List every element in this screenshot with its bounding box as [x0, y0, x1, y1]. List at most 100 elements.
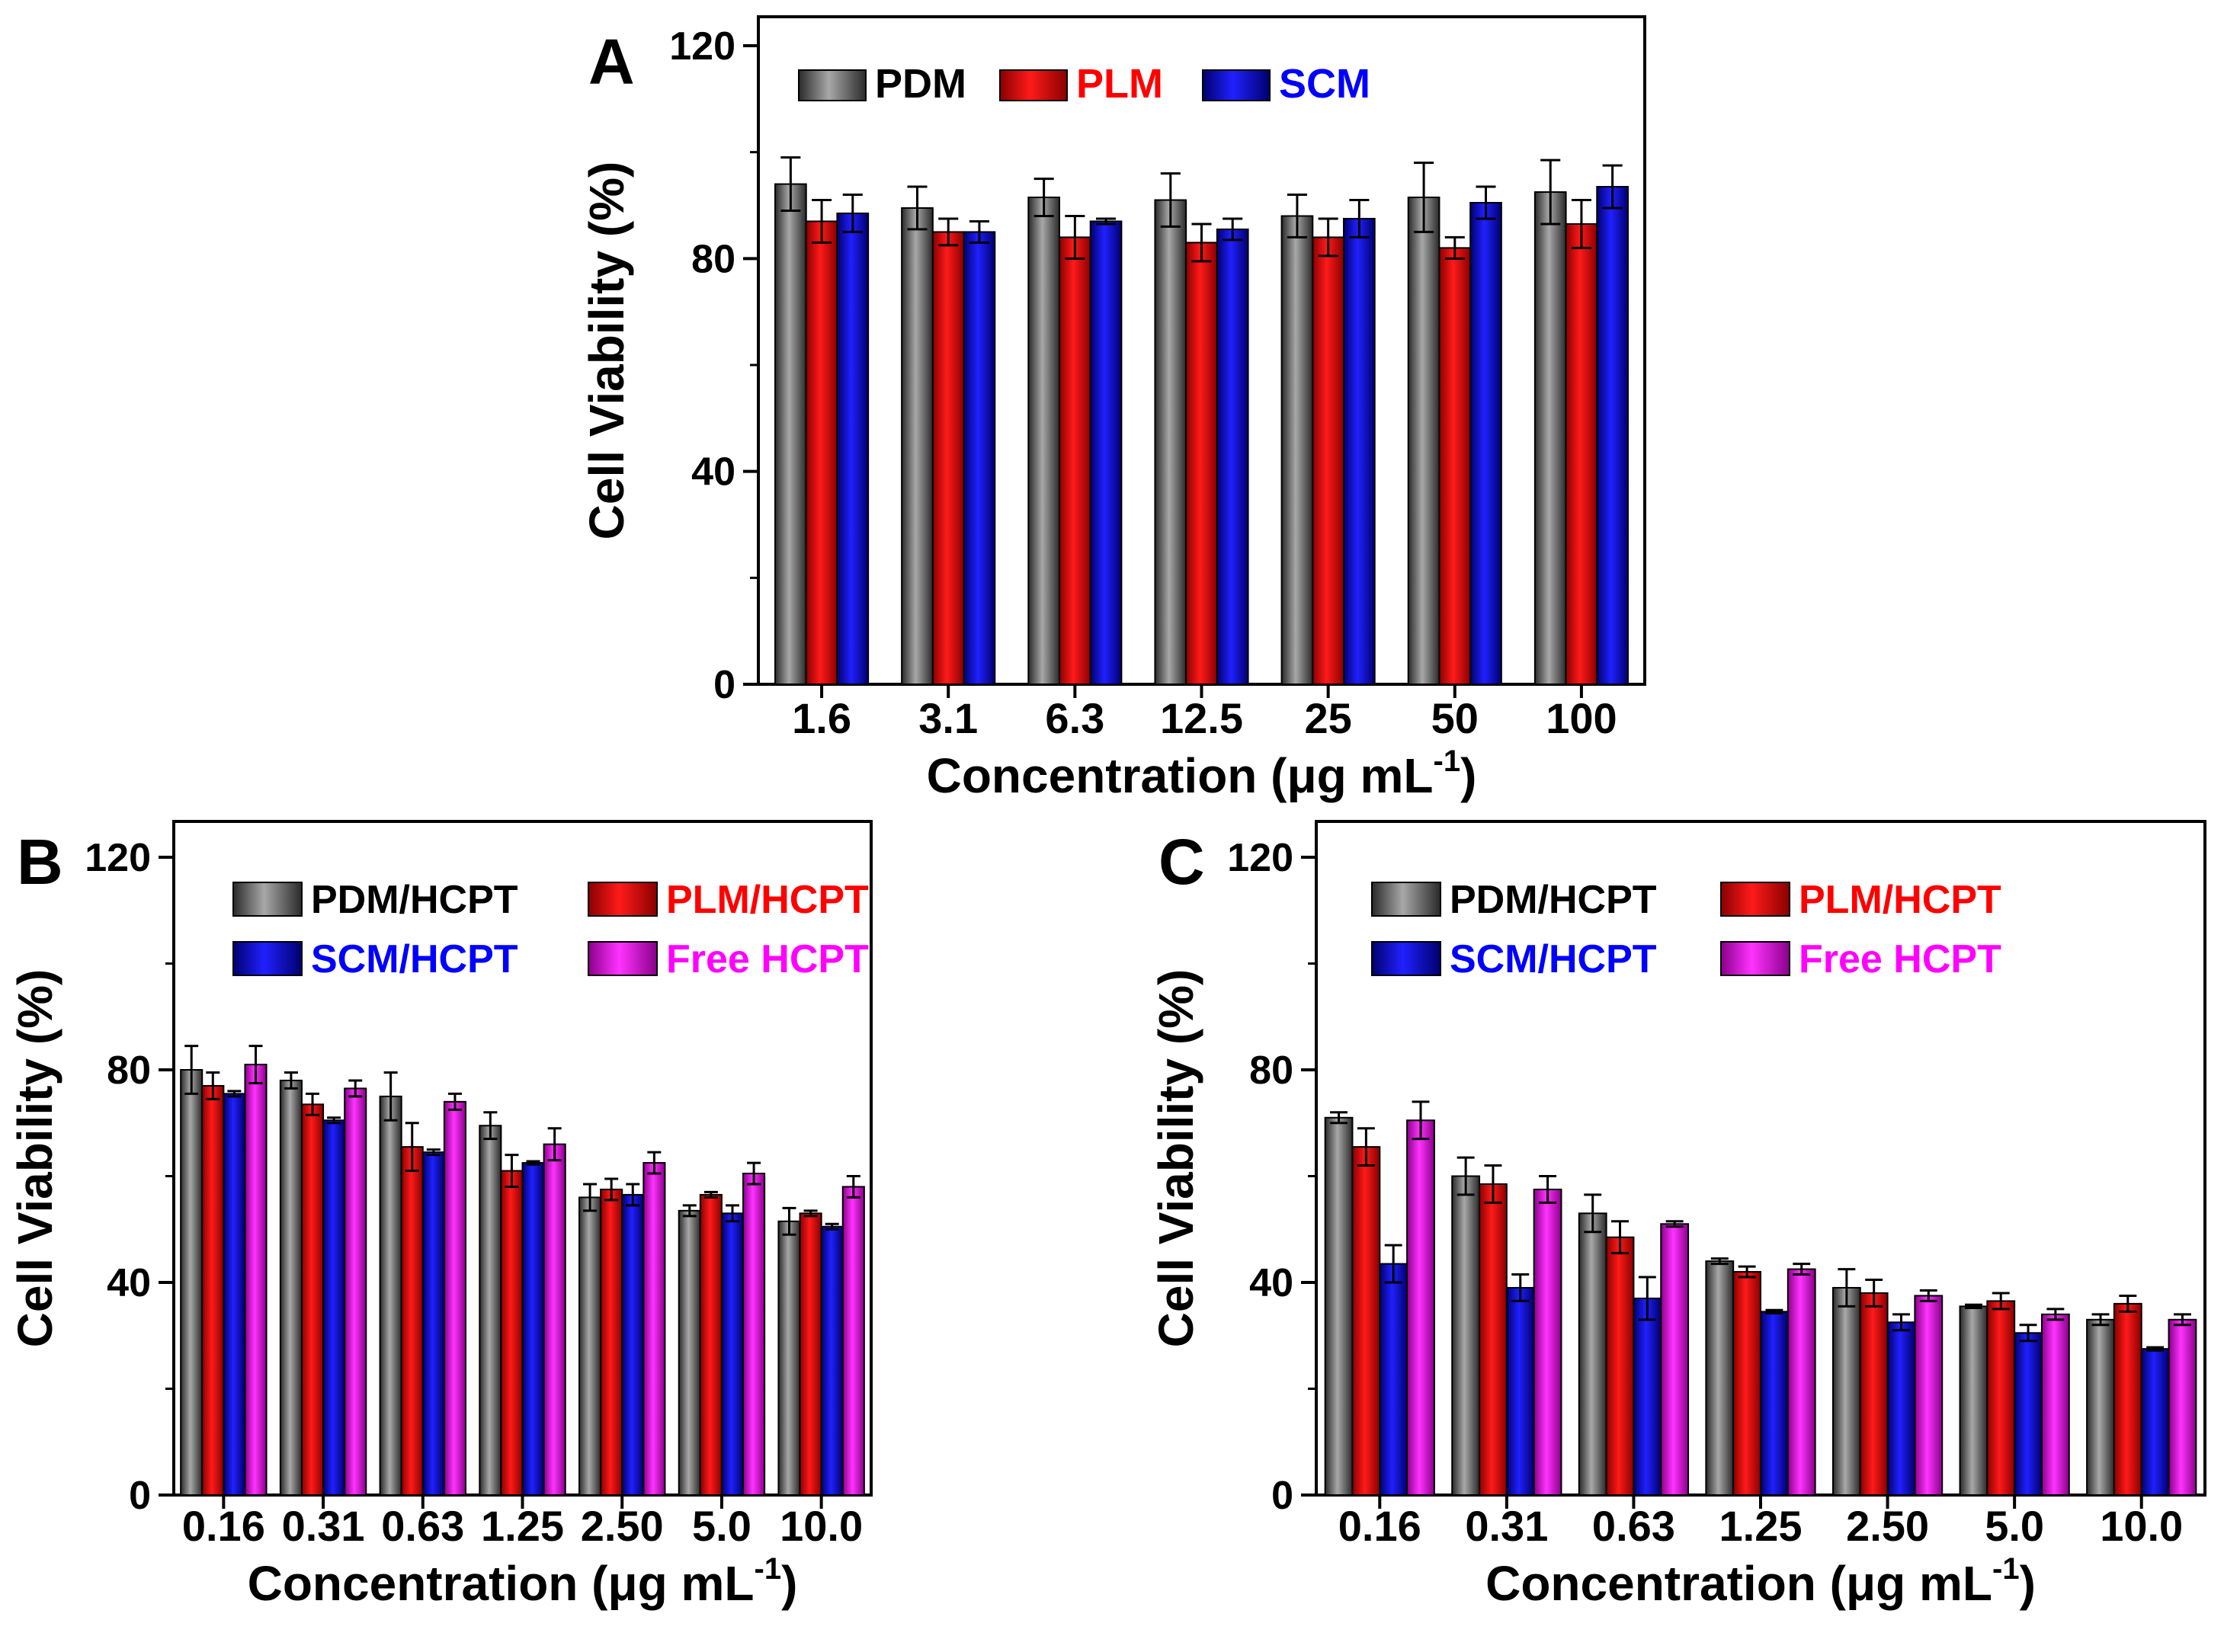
bar-pdm [1533, 191, 1567, 685]
legend-swatch [798, 69, 867, 101]
bar-free-hcpt [643, 1162, 666, 1496]
bar-scm [1469, 202, 1502, 685]
legend-label: PDM [875, 61, 966, 107]
bar-free-hcpt [1406, 1119, 1435, 1496]
bar-free-hcpt [2168, 1318, 2197, 1496]
bar-free-hcpt [344, 1087, 367, 1496]
bar-pdm [1027, 197, 1061, 685]
y-axis-label: Cell Viability (%) [1149, 969, 1203, 1348]
bar-free-hcpt [543, 1143, 566, 1497]
legend-swatch [1202, 69, 1271, 101]
x-axis-label-close: ) [2020, 1556, 2036, 1611]
x-tick-label: 3.1 [918, 694, 978, 742]
bar-pdm [774, 183, 807, 686]
x-axis-label: Concentration (μg mL-1) [927, 744, 1477, 803]
x-tick-label: 1.6 [792, 694, 851, 742]
bar-free-hcpt [742, 1173, 766, 1496]
y-tick-label: 120 [1227, 836, 1293, 880]
x-axis-label-sup: -1 [1992, 1552, 2020, 1586]
y-tick-label: 80 [107, 1049, 151, 1093]
legend-swatch [1371, 882, 1441, 917]
legend-swatch [1720, 941, 1790, 976]
bar-pdm-hcpt [1324, 1116, 1354, 1497]
bar-scm-hcpt [223, 1093, 246, 1496]
legend-label: PLM [1076, 61, 1163, 107]
x-tick-label: 0.16 [182, 1502, 265, 1550]
bar-plm-hcpt [799, 1212, 822, 1496]
bar-scm-hcpt [1760, 1311, 1789, 1497]
bar-scm-hcpt [322, 1119, 346, 1496]
legend-swatch [232, 941, 303, 976]
legend-swatch [588, 941, 658, 976]
bar-scm-hcpt [1886, 1321, 1916, 1496]
bar-pdm [1407, 197, 1440, 685]
bar-pdm-hcpt [1831, 1286, 1861, 1496]
bar-scm [836, 212, 870, 686]
bar-pdm [901, 206, 934, 686]
bar-plm-hcpt [1605, 1236, 1635, 1497]
x-tick-label: 1.25 [1719, 1502, 1803, 1550]
x-axis-label-sup: -1 [1434, 744, 1461, 778]
bar-pdm [1154, 199, 1187, 685]
bar-pdm-hcpt [777, 1220, 801, 1496]
x-tick-label: 1.25 [481, 1502, 564, 1550]
bar-free-hcpt [1533, 1188, 1562, 1496]
y-tick-label: 0 [1271, 1474, 1293, 1518]
bar-plm [805, 220, 838, 685]
legend-swatch [232, 882, 303, 917]
bar-pdm-hcpt [1451, 1175, 1481, 1496]
chart-panel-a: 0 40 80 120 1.6 3.1 6.3 12.5 25 50 100 A Cell Viabil… [579, 15, 1646, 803]
x-axis-label-sup: -1 [755, 1552, 782, 1586]
legend-label: PLM/HCPT [666, 878, 869, 922]
x-axis-label-close: ) [1460, 748, 1476, 803]
legend: PDM PLM SCM [798, 61, 1370, 107]
x-tick-label: 12.5 [1160, 694, 1243, 742]
x-tick-label: 0.63 [1592, 1502, 1675, 1550]
y-tick-label: 40 [107, 1261, 151, 1305]
legend: PDM/HCPT PLM/HCPT SCM/HCPT Free HCPT [232, 878, 869, 981]
bar-plm [1312, 236, 1344, 685]
legend-label: SCM [1279, 61, 1370, 107]
bar-scm-hcpt [2140, 1348, 2170, 1496]
x-tick-label: 6.3 [1045, 694, 1104, 742]
x-axis-label-main: Concentration (μg mL [248, 1556, 755, 1611]
legend-label: Free HCPT [666, 937, 869, 981]
bar-plm [1438, 247, 1472, 686]
bar-scm-hcpt [2014, 1332, 2043, 1496]
x-tick-label: 0.31 [282, 1502, 365, 1550]
bar-pdm [1280, 215, 1314, 685]
bar-free-hcpt [1914, 1295, 1944, 1496]
bar-plm-hcpt [300, 1103, 325, 1496]
x-axis-label-main: Concentration (μg mL [1485, 1556, 1992, 1611]
x-tick-label: 0.63 [381, 1502, 464, 1550]
bar-scm [1342, 217, 1376, 686]
bar-plm-hcpt [1859, 1292, 1889, 1496]
bar-scm [963, 231, 996, 685]
bar-plm-hcpt [1351, 1146, 1381, 1496]
bar-pdm-hcpt [479, 1125, 502, 1497]
x-tick-label: 10.0 [780, 1502, 863, 1550]
legend-label: PDM/HCPT [1450, 878, 1657, 922]
bar-scm-hcpt [720, 1212, 745, 1496]
x-tick-label: 5.0 [692, 1502, 751, 1550]
y-tick-label: 120 [669, 24, 735, 69]
bar-plm [1059, 236, 1091, 685]
legend-label: PLM/HCPT [1799, 878, 2001, 922]
bar-pdm-hcpt [180, 1069, 203, 1496]
y-tick-label: 0 [713, 663, 735, 707]
bar-plm-hcpt [500, 1170, 524, 1497]
bar-plm-hcpt [600, 1188, 623, 1496]
y-tick-label: 0 [129, 1474, 151, 1518]
bar-pdm-hcpt [279, 1079, 303, 1496]
bar-scm-hcpt [820, 1225, 844, 1496]
bar-scm-hcpt [521, 1162, 545, 1496]
bar-scm [1596, 186, 1629, 685]
legend-label: PDM/HCPT [311, 878, 518, 922]
bar-free-hcpt [1660, 1223, 1690, 1497]
chart-panel-c: 0 40 80 120 0.16 0.31 0.63 1.25 2.50 5.0 10.0 C Cell… [1149, 820, 2206, 1611]
x-tick-label: 0.31 [1465, 1502, 1548, 1550]
bar-free-hcpt [2040, 1313, 2070, 1496]
bar-pdm-hcpt [578, 1196, 602, 1497]
